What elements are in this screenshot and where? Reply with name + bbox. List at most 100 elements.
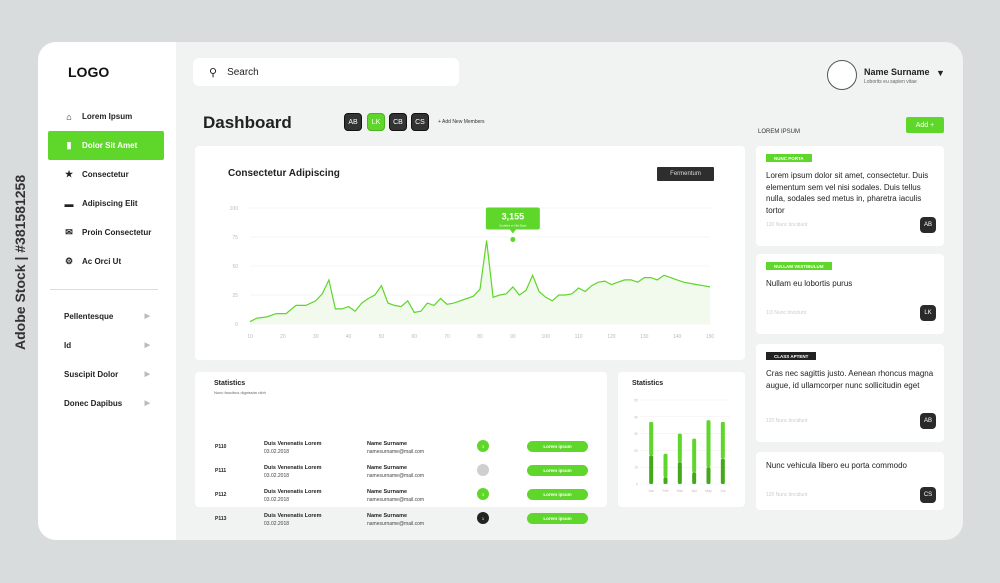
sidebar-item-consectetur[interactable]: ★ Consectetur [48,160,164,189]
row-email: namesurname@mail.com [367,473,425,479]
tooltip-subtitle: Sodales et Nisi Eget [499,223,526,227]
chart-title: Consectetur Adipiscing [228,168,340,179]
member-chip-cb[interactable]: CB [389,113,407,131]
home-icon: ⌂ [66,111,72,122]
bar-chart-title: Statistics [632,380,664,387]
chevron-right-icon: ▶ [144,313,150,320]
status-badge: 3 [477,440,489,452]
row-name: Name Surname [367,489,408,495]
card-footer: 120 Nunc tincidunt [766,492,808,498]
x-tick-label: 130 [640,334,649,340]
bar-chart: 0 10 20 30 40 50 Jan Feb Mar Apr May Jun [634,399,730,493]
sidebar-section-id[interactable]: Id ▶ [64,341,150,350]
row-title: Duis Venenatis Lorem [264,513,322,519]
tooltip-pointer [509,229,516,234]
card-avatar[interactable]: AB [920,413,936,429]
row-name: Name Surname [367,513,408,519]
bar-green [677,433,682,463]
bar-x-tick: Apr [691,489,697,493]
task-card[interactable]: CLASS APTENT Cras nec sagittis justo. Aen… [756,344,944,442]
bar-chart-card: Statistics 0 10 20 30 40 50 Jan Feb Mar Apr May Jun [618,372,745,507]
x-tick-label: 50 [379,334,385,340]
card-tag: NULLAM VESTIBULUM [766,262,832,270]
table-row[interactable]: P112 Duis Venenatis Lorem 03.02.2018 Nam… [195,486,607,510]
x-tick-label: 110 [575,334,583,340]
tooltip-box [485,207,540,230]
x-tick-label: 30 [313,334,319,340]
x-tick-label: 70 [444,334,450,340]
user-avatar[interactable] [827,60,857,90]
x-tick-label: 40 [346,334,352,340]
y-tick-label: 100 [230,206,239,212]
sidebar-item-proin-consectetur[interactable]: ✉ Proin Consectetur [48,218,164,247]
sidebar-section-donec-dapibus[interactable]: Donec Dapibus ▶ [64,399,150,408]
x-tick-label: 20 [280,334,286,340]
chevron-down-icon[interactable]: ▼ [936,68,945,78]
task-card[interactable]: NUNC PORTA Lorem ipsum dolor sit amet, co… [756,146,944,246]
card-tag: CLASS APTENT [766,352,817,360]
row-date: 03.02.2018 [264,521,290,527]
sidebar-item-label: Dolor Sit Amet [82,141,138,150]
user-name[interactable]: Name Surname [864,67,930,77]
star-icon: ★ [64,169,74,179]
row-action-button[interactable]: Lorem ipsum [527,513,588,524]
task-card[interactable]: Nunc vehicula libero eu porta commodo 120… [756,452,944,510]
y-tick-label: 25 [232,293,238,299]
member-chip-cs[interactable]: CS [411,113,429,131]
sidebar-item-ac-orci-ut[interactable]: ⚙ Ac Orci Ut [48,247,164,276]
row-date: 03.02.2018 [264,449,290,455]
sidebar-item-dolor-sit-amet[interactable]: ▮ Dolor Sit Amet [48,131,164,160]
add-button[interactable]: Add + [906,117,944,133]
sidebar-item-adipiscing-elit[interactable]: ▬ Adipiscing Elit [48,189,164,218]
bar-y-tick: 20 [634,449,638,453]
row-id: P113 [215,516,227,522]
sidebar-item-lorem-ipsum[interactable]: ⌂ Lorem Ipsum [48,102,164,131]
card-footer: 120 Nunc tincidunt [766,418,808,424]
sidebar-item-label: Consectetur [82,170,129,179]
series-line [249,240,711,323]
line-chart: 0 25 50 75 100 10 20 30 40 50 60 70 80 90 100 110 120 130… [230,206,715,340]
task-card[interactable]: NULLAM VESTIBULUM Nullam eu lobortis puru… [756,254,944,334]
bar-dark [720,458,725,484]
logo: LOGO [68,64,110,80]
card-tag: NUNC PORTA [766,154,812,162]
peak-point[interactable] [510,236,516,242]
series-area [250,240,710,324]
row-action-button[interactable]: Lorem ipsum [527,465,588,476]
y-tick-label: 50 [232,264,238,270]
x-tick-label: 60 [412,334,418,340]
row-date: 03.02.2018 [264,473,290,479]
chevron-right-icon: ▶ [144,371,150,378]
card-avatar[interactable]: AB [920,217,936,233]
row-title: Duis Venenatis Lorem [264,465,322,471]
row-action-button[interactable]: Lorem ipsum [527,441,588,452]
member-chip-lk[interactable]: LK [367,113,385,131]
bar-x-tick: Mar [677,489,684,493]
bar-y-tick: 50 [634,399,638,403]
sidebar-divider [50,289,158,290]
x-tick-label: 80 [477,334,483,340]
member-chip-ab[interactable]: AB [344,113,362,131]
row-id: P112 [215,492,227,498]
statistics-title: Statistics [214,380,246,387]
bar-green [692,438,697,473]
sidebar-section-suscipit-dolor[interactable]: Suscipit Dolor ▶ [64,370,150,379]
row-id: P110 [215,444,227,450]
table-row[interactable]: P110 Duis Venenatis Lorem 03.02.2018 Nam… [195,438,607,462]
user-subtitle: Loborits eu sapien vitae [864,79,917,85]
search-input[interactable]: ⚲ Search [193,58,459,86]
chevron-right-icon: ▶ [144,400,150,407]
row-title: Duis Venenatis Lorem [264,489,322,495]
card-avatar[interactable]: LK [920,305,936,321]
table-row[interactable]: P111 Duis Venenatis Lorem 03.02.2018 Nam… [195,462,607,486]
x-tick-label: 10 [247,334,253,340]
bar-y-tick: 40 [634,415,638,419]
table-row[interactable]: P113 Duis Venenatis Lorem 03.02.2018 Nam… [195,510,607,534]
fermentum-dropdown[interactable]: Fermentum [657,167,714,181]
row-action-button[interactable]: Lorem ipsum [527,489,588,500]
bar-x-tick: Jun [720,489,726,493]
sidebar-section-label: Donec Dapibus [64,399,123,408]
add-members-link[interactable]: + Add New Members [438,119,485,125]
card-avatar[interactable]: CS [920,487,936,503]
sidebar-section-pellentesque[interactable]: Pellentesque ▶ [64,312,150,321]
